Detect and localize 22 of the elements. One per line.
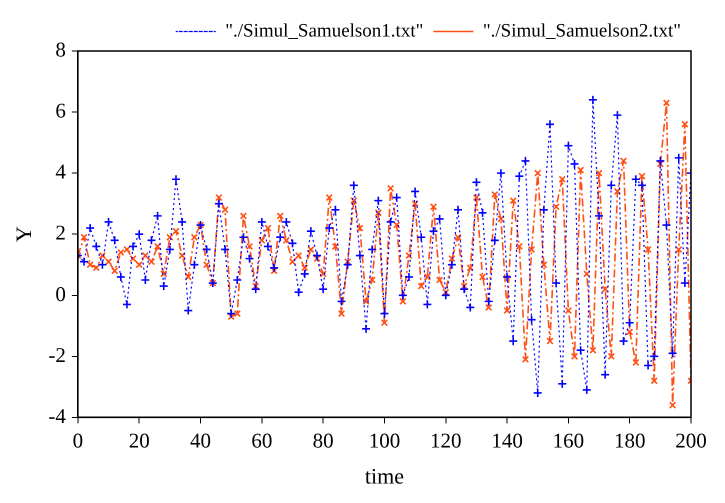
x-tick-label: 0 [72,428,84,453]
y-tick-label: 8 [55,38,66,62]
x-axis-title: time [364,464,404,489]
x-tick-label: 180 [614,428,646,453]
y-tick-label: -2 [48,342,66,367]
x-tick-label: 100 [368,428,400,453]
x-tick-label: 140 [491,428,523,453]
y-tick-label: 0 [55,282,66,306]
x-tick-label: 60 [251,428,272,453]
y-tick-label: 2 [55,220,66,245]
x-tick-label: 20 [128,428,150,453]
x-tick-label: 80 [312,428,334,453]
y-tick-label: -4 [48,404,66,428]
x-tick-label: 200 [675,428,707,453]
x-tick-label: 160 [552,428,584,453]
x-tick-label: 40 [190,428,212,453]
y-tick-label: 4 [55,160,66,184]
y-tick-label: 6 [55,98,66,123]
legend-label: "./Simul_Samuelson1.txt" [225,20,424,42]
y-axis-title: Y [10,226,36,242]
x-tick-label: 120 [430,428,462,453]
legend-label: "./Simul_Samuelson2.txt" [482,20,682,42]
